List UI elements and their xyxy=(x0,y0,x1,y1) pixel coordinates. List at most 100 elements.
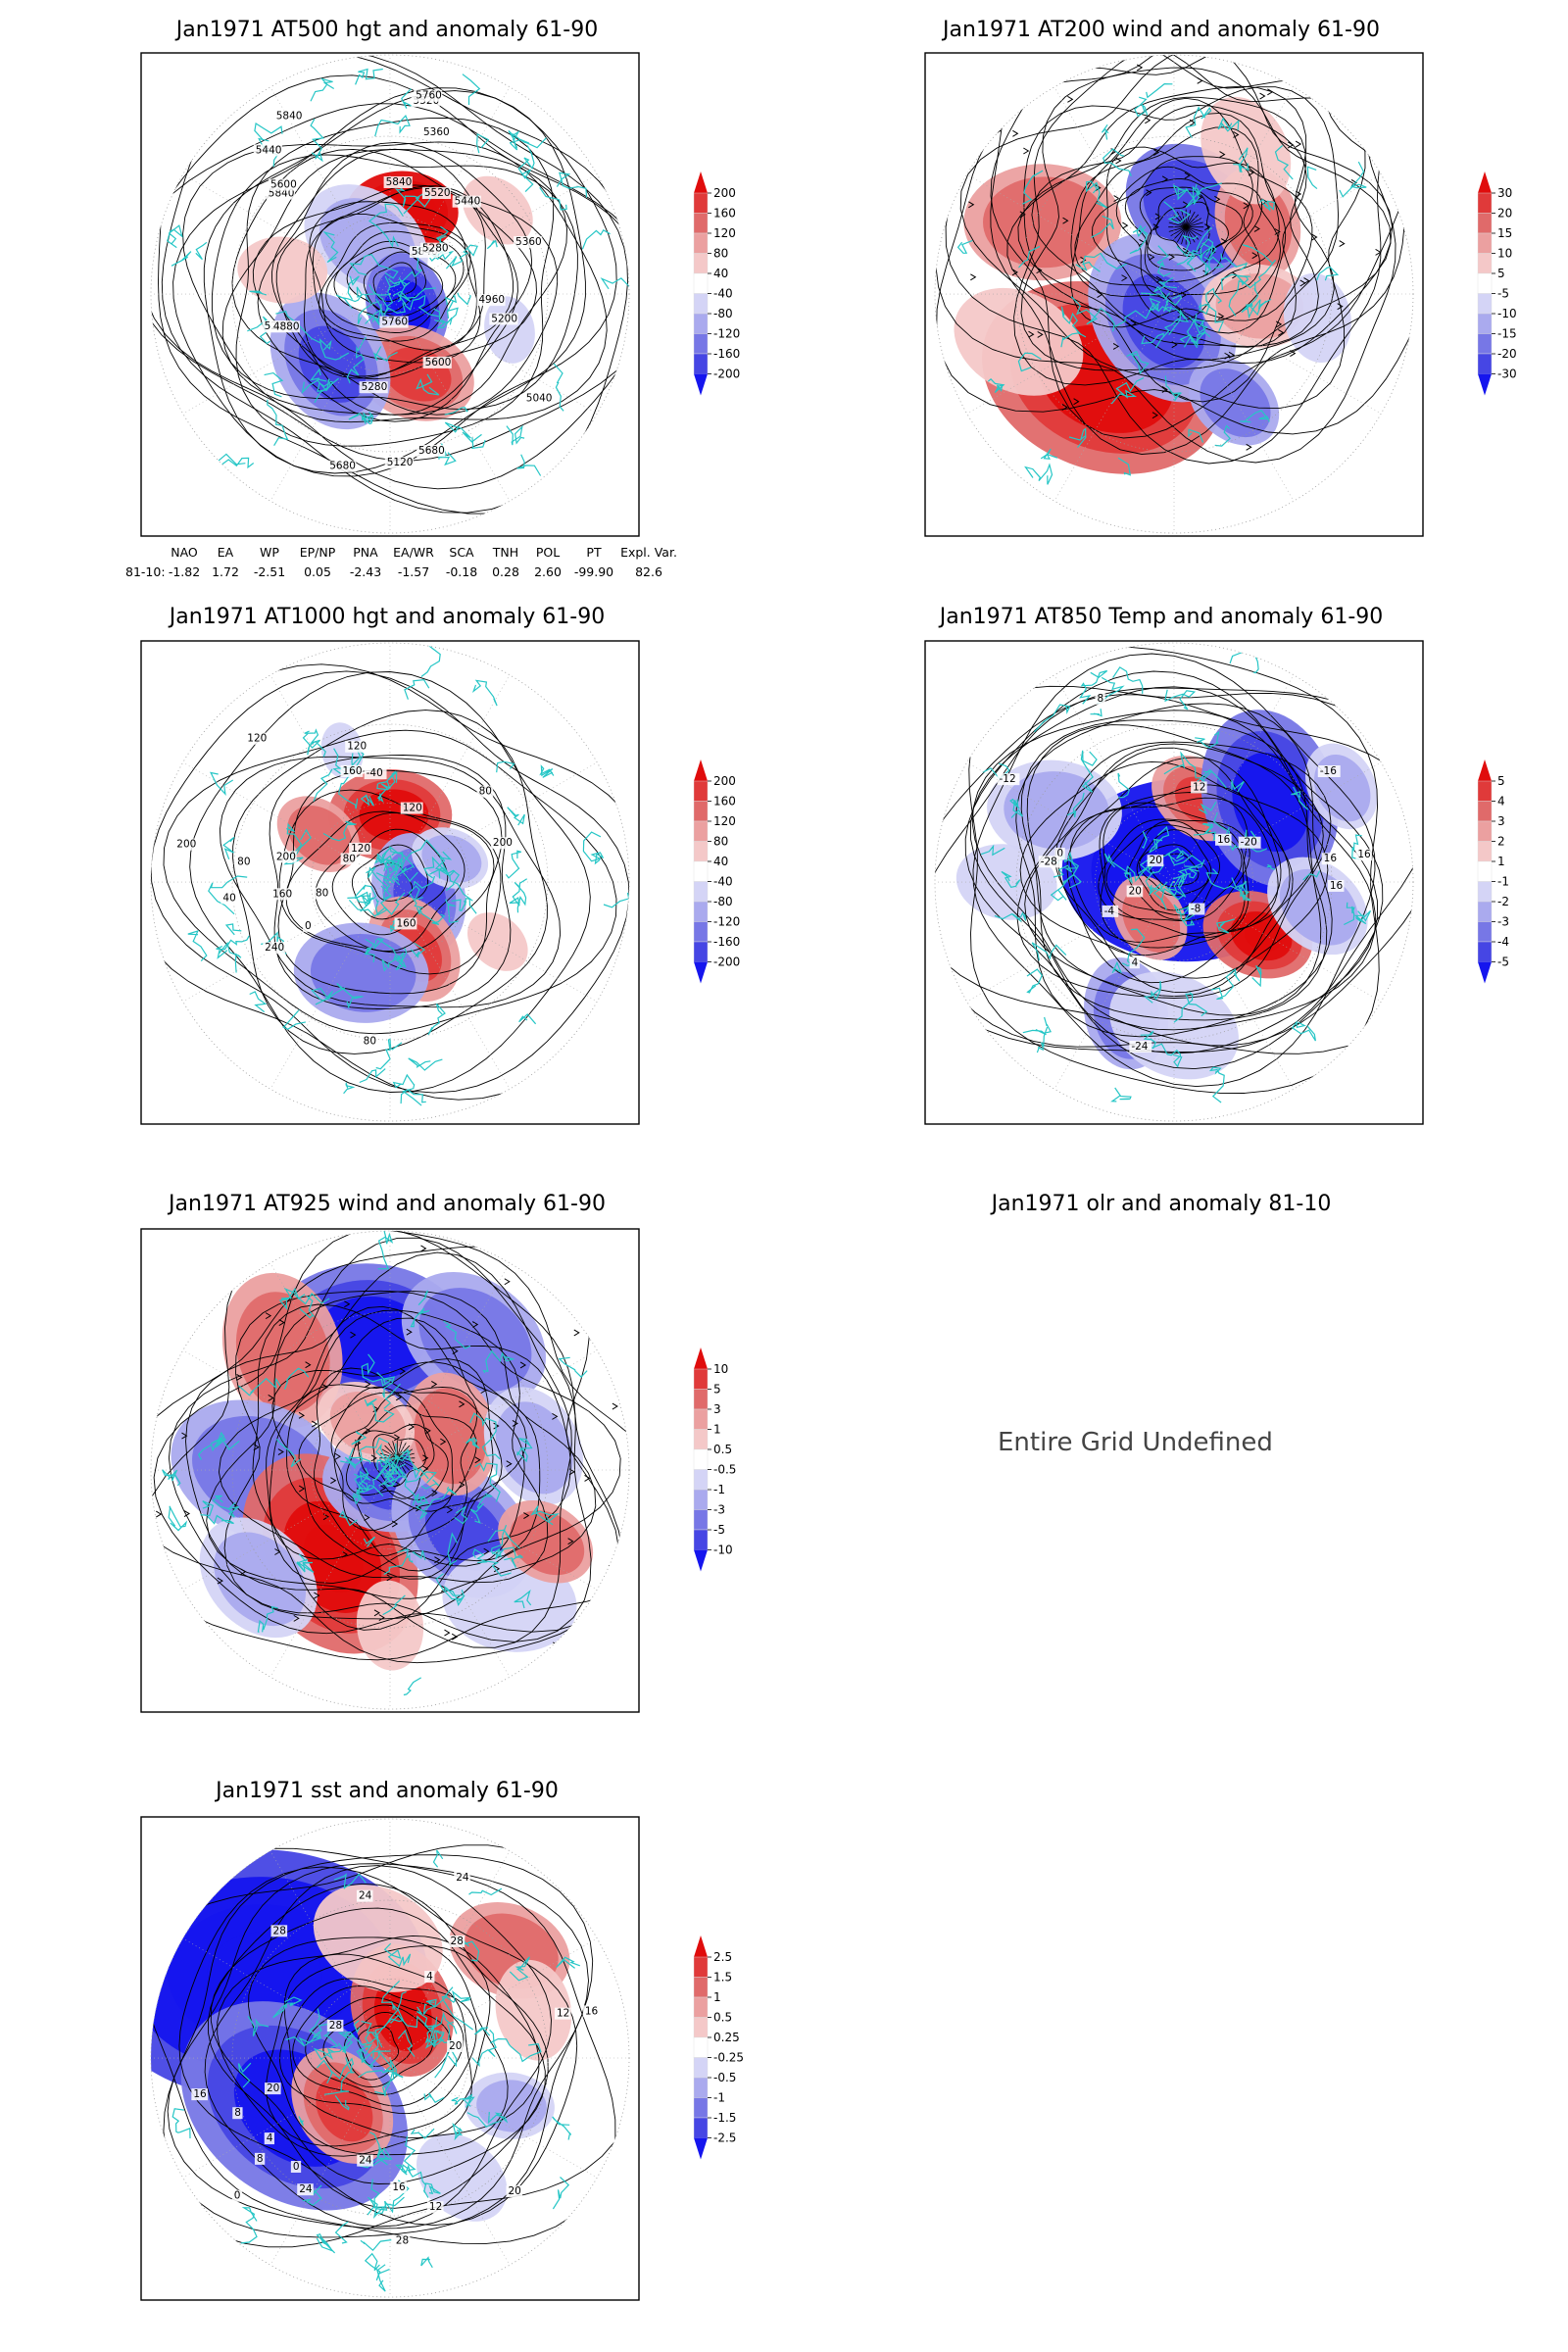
contour-label: 5040 xyxy=(526,393,553,405)
colorbar-tick-label: -0.25 xyxy=(713,2051,744,2065)
colorbar-tick-label: 200 xyxy=(713,186,736,200)
index-header: WP xyxy=(260,545,279,560)
contour-label: 5760 xyxy=(416,90,442,102)
colorbar-tick-label: -80 xyxy=(713,895,733,908)
contour-label: -28 xyxy=(1041,856,1057,867)
indices-value-row: 81-10: -1.82 1.72 -2.51 0.05 -2.43 -1.57 -0.18 0… xyxy=(125,564,678,579)
map-panel-at850: 16 12 8 4 0 -4 -8 -12 -16 -20 -24 -28 16 16 20 20 16 xyxy=(924,640,1424,1125)
contour-label: -4 xyxy=(1104,906,1115,917)
contour-label: 4880 xyxy=(273,320,300,332)
contour-label: 5600 xyxy=(270,179,297,191)
contour-label: 80 xyxy=(237,857,250,868)
colorbar-tick-label: 5 xyxy=(1497,774,1505,788)
contour-label: 20 xyxy=(267,2082,279,2094)
contour-label: 4 xyxy=(267,2132,273,2144)
contour-label: 28 xyxy=(273,1925,286,1936)
contour-label: 120 xyxy=(247,733,267,745)
colorbar-tick-label: 20 xyxy=(1497,207,1512,220)
colorbar-tick-label: 160 xyxy=(713,795,736,808)
index-value: 2.60 xyxy=(534,564,562,579)
colorbar-at1000: 200 160 120 80 40 -40 -80 -120 -160 -200 xyxy=(684,760,772,1038)
colorbar-tick-label: -40 xyxy=(713,287,733,301)
colorbar-tick-label: -1.5 xyxy=(713,2111,736,2125)
colorbar-tick-label: -160 xyxy=(713,347,740,361)
contour-label: 80 xyxy=(343,853,356,864)
indices-header-row: NAO EA WP EP/NP PNA EA/WR SCA TNH POL PT Expl. Var… xyxy=(165,545,678,560)
index-header: EP/NP xyxy=(299,545,336,560)
colorbar-tick-label: 120 xyxy=(713,814,736,828)
colorbar-tick-label: -200 xyxy=(713,956,740,969)
contour-label: 16 xyxy=(1324,853,1338,864)
contour-label: -20 xyxy=(1241,837,1257,849)
index-header: EA/WR xyxy=(393,545,434,560)
contour-label: 8 xyxy=(234,2107,241,2119)
colorbar-tick-label: 40 xyxy=(713,267,728,280)
map-panel-at200 xyxy=(924,52,1424,537)
colorbar-tick-label: 2 xyxy=(1497,835,1505,849)
contour-label: 160 xyxy=(396,917,416,929)
colorbar-tick-label: 5 xyxy=(713,1383,721,1396)
contour-label: 200 xyxy=(276,851,296,862)
colorbar-tick-label: 40 xyxy=(713,855,728,868)
colorbar-tick-label: 10 xyxy=(1497,247,1512,261)
colorbar-tick-label: 15 xyxy=(1497,226,1512,240)
index-value: -99.90 xyxy=(573,564,614,579)
contour-label: 120 xyxy=(347,741,367,753)
colorbar-tick-label: 1 xyxy=(713,1990,721,2004)
colorbar-tick-label: 2.5 xyxy=(713,1950,732,1964)
panel-title-at850: Jan1971 AT850 Temp and anomaly 61-90 xyxy=(939,605,1384,629)
contour-label: 28 xyxy=(396,2235,409,2247)
contour-label: 16 xyxy=(193,2088,207,2100)
colorbar-tick-label: 1 xyxy=(713,1423,721,1437)
index-value: 0.05 xyxy=(304,564,331,579)
contour-label: 0 xyxy=(234,2190,241,2202)
colorbar-tick-label: 3 xyxy=(713,1402,721,1416)
contour-label: -8 xyxy=(1191,904,1200,915)
index-value: 1.72 xyxy=(212,564,239,579)
colorbar-tick-label: 0.5 xyxy=(713,1443,732,1456)
contour-label: 40 xyxy=(222,892,235,904)
colorbar-tick-label: -3 xyxy=(1497,915,1509,929)
index-value: 0.28 xyxy=(492,564,519,579)
colorbar-at200: 30 20 15 10 5 -5 -10 -15 -20 -30 xyxy=(1468,172,1556,450)
contour-label: 24 xyxy=(359,1890,372,1902)
contour-label: 120 xyxy=(403,803,422,814)
contour-label: 20 xyxy=(508,2185,520,2197)
colorbar-tick-label: -1 xyxy=(713,2091,725,2105)
colorbar-tick-label: -3 xyxy=(713,1503,725,1517)
contour-label: 0 xyxy=(1056,848,1063,859)
contour-label: 28 xyxy=(329,2020,342,2032)
colorbar-tick-label: -200 xyxy=(713,368,740,381)
colorbar-sst: 2.5 1.5 1 0.5 0.25 -0.25 -0.5 -1 -1.5 -2.5 xyxy=(684,1936,772,2214)
contour-label: 240 xyxy=(265,942,284,954)
contour-label: 16 xyxy=(1330,880,1344,892)
colorbar-tick-label: -2.5 xyxy=(713,2132,736,2145)
contour-label: 5760 xyxy=(381,317,408,328)
colorbar-tick-label: -80 xyxy=(713,307,733,320)
colorbar-tick-label: -30 xyxy=(1497,368,1517,381)
contour-label: 5360 xyxy=(515,236,542,248)
index-header: EA xyxy=(217,545,234,560)
colorbar-tick-label: -2 xyxy=(1497,895,1509,908)
index-value: -1.57 xyxy=(397,564,430,579)
index-header: TNH xyxy=(492,545,519,560)
colorbar-tick-label: -0.5 xyxy=(713,1463,736,1477)
map-panel-at1000: 80 120 200 80 200 160 120 40 0 -40 80 160 240 200 120 1… xyxy=(140,640,640,1125)
colorbar-tick-label: -0.5 xyxy=(713,2071,736,2084)
contour-label: 80 xyxy=(364,1036,376,1048)
contour-label: 5120 xyxy=(387,457,414,468)
contour-label: 160 xyxy=(272,888,292,900)
contour-label: 5360 xyxy=(423,126,450,138)
colorbar-tick-label: 1 xyxy=(1497,855,1505,868)
colorbar-tick-label: -4 xyxy=(1497,935,1509,949)
colorbar-tick-label: -15 xyxy=(1497,327,1517,341)
colorbar-tick-label: 200 xyxy=(713,774,736,788)
colorbar-at850: 5 4 3 2 1 -1 -2 -3 -4 -5 xyxy=(1468,760,1556,1038)
contour-label: 24 xyxy=(299,2183,313,2195)
contour-label: 8 xyxy=(1097,693,1103,705)
colorbar-tick-label: 80 xyxy=(713,835,728,849)
index-header: PNA xyxy=(353,545,378,560)
contour-label: 12 xyxy=(1193,781,1205,793)
colorbar-tick-label: 30 xyxy=(1497,186,1512,200)
